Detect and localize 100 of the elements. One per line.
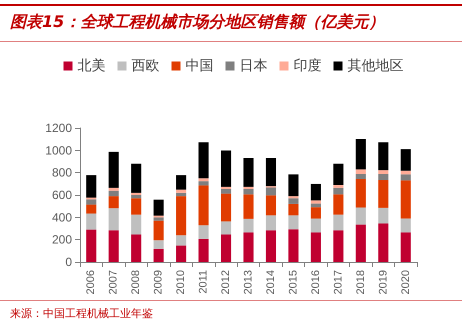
bar xyxy=(288,174,298,196)
bar xyxy=(288,204,298,216)
x-tick-label: 2014 xyxy=(264,270,277,294)
y-tick-label: 600 xyxy=(52,188,72,202)
bar xyxy=(333,230,344,262)
bar xyxy=(333,188,344,194)
y-tick-label: 0 xyxy=(65,255,72,269)
bar xyxy=(108,190,119,196)
bar xyxy=(266,215,276,230)
bar xyxy=(176,235,186,246)
bar xyxy=(378,223,388,262)
bar xyxy=(356,224,366,262)
legend-label: 中国 xyxy=(186,58,214,74)
bar xyxy=(176,190,186,193)
x-tick-label: 2019 xyxy=(377,270,390,294)
x-tick-label: 2011 xyxy=(198,270,210,294)
bar xyxy=(86,214,96,230)
bar xyxy=(288,215,298,230)
bar xyxy=(220,188,232,194)
bar xyxy=(266,195,276,216)
bar xyxy=(154,220,164,240)
bar xyxy=(154,240,164,249)
bar xyxy=(356,179,366,208)
bar xyxy=(176,196,186,236)
bar xyxy=(243,188,254,194)
bar xyxy=(131,198,142,215)
bar xyxy=(266,230,276,262)
bar xyxy=(176,246,186,262)
bar xyxy=(378,170,388,174)
bar xyxy=(310,204,321,208)
bar xyxy=(131,195,142,198)
bar xyxy=(108,230,119,262)
bar xyxy=(154,217,164,221)
bar xyxy=(108,208,119,230)
bar xyxy=(378,142,388,170)
bar xyxy=(86,204,96,214)
bar xyxy=(310,200,321,204)
x-tick-label: 2012 xyxy=(220,270,232,294)
bar xyxy=(356,208,366,225)
x-tick-label: 2015 xyxy=(287,270,300,294)
y-tick-label: 800 xyxy=(52,166,72,180)
bar xyxy=(310,232,321,262)
bar xyxy=(108,188,119,191)
y-tick-label: 200 xyxy=(52,232,72,247)
bar xyxy=(108,152,119,188)
bar xyxy=(176,192,186,196)
bar xyxy=(356,174,366,180)
bar xyxy=(198,225,209,239)
x-tick-label: 2017 xyxy=(332,270,344,294)
bar xyxy=(400,170,411,174)
bar xyxy=(86,199,96,205)
bar xyxy=(310,218,321,232)
bar xyxy=(310,207,321,219)
bar xyxy=(333,185,344,188)
bar xyxy=(378,208,388,224)
bar xyxy=(310,184,321,200)
bar xyxy=(243,158,254,187)
x-tick-label: 2009 xyxy=(152,270,165,294)
bar xyxy=(400,174,411,180)
x-tick-label: 2016 xyxy=(310,270,322,294)
bar xyxy=(356,139,366,170)
bar xyxy=(400,149,411,171)
bar xyxy=(220,234,232,262)
legend-label: 印度 xyxy=(294,58,322,74)
bar xyxy=(266,188,276,196)
bar xyxy=(288,198,298,204)
bar xyxy=(400,218,411,232)
bar xyxy=(131,234,142,262)
x-tick-label: 2008 xyxy=(130,270,142,294)
legend-label: 西欧 xyxy=(132,58,160,74)
bar xyxy=(198,181,209,186)
bar xyxy=(288,229,298,262)
bar xyxy=(333,164,344,186)
bar xyxy=(220,221,232,235)
bar xyxy=(220,194,232,222)
bar xyxy=(108,196,119,208)
x-tick-label: 2007 xyxy=(108,270,120,294)
bar xyxy=(176,175,186,190)
chart-title: 图表15：全球工程机械市场分地区销售额（亿美元） xyxy=(10,12,384,33)
bar xyxy=(243,232,254,262)
bar xyxy=(266,158,276,186)
bar xyxy=(333,214,344,230)
bar xyxy=(131,164,142,193)
bar xyxy=(378,174,388,180)
legend-label: 其他地区 xyxy=(348,58,404,74)
legend-label: 日本 xyxy=(240,58,268,74)
bar xyxy=(198,142,209,178)
bar xyxy=(400,232,411,262)
bar xyxy=(333,194,344,215)
y-tick-label: 1200 xyxy=(45,121,72,135)
bar xyxy=(400,180,411,219)
bar xyxy=(356,169,366,174)
x-tick-label: 2020 xyxy=(400,270,412,294)
bar xyxy=(220,150,232,187)
bar xyxy=(154,200,164,216)
bar xyxy=(86,230,96,262)
x-tick-label: 2010 xyxy=(175,270,188,294)
y-tick-label: 1000 xyxy=(45,143,72,158)
bar xyxy=(86,175,96,198)
bar xyxy=(131,214,142,235)
